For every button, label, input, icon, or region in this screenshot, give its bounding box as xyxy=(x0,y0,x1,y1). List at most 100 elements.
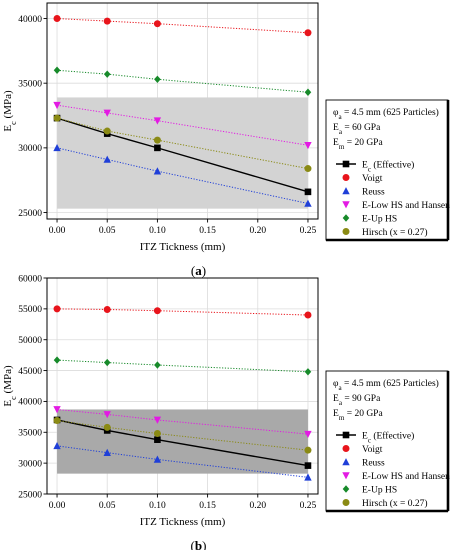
y-axis-label: Ec (MPa) xyxy=(2,90,18,132)
legend-label-base: E xyxy=(362,431,368,441)
series-line xyxy=(56,104,309,146)
y-tick-label: 45000 xyxy=(18,367,42,377)
data-point xyxy=(53,143,61,152)
legend-param-base: E xyxy=(333,409,339,419)
series-line xyxy=(56,408,309,435)
x-tick-label: 0.20 xyxy=(249,501,266,511)
data-point xyxy=(53,101,61,110)
series-1 xyxy=(53,15,312,37)
data-point xyxy=(304,88,312,96)
y-tick-label: 25000 xyxy=(18,490,42,500)
data-point xyxy=(53,356,61,364)
series-line xyxy=(57,308,308,316)
legend-param: Em = 20 GPa xyxy=(333,409,383,422)
legend-swatch-marker xyxy=(342,431,350,439)
data-point xyxy=(304,29,312,37)
y-tick-label: 35000 xyxy=(18,79,42,89)
panel-caption-letter: a xyxy=(195,263,202,278)
data-point xyxy=(103,411,111,419)
legend-swatch-marker xyxy=(342,472,350,480)
series-4 xyxy=(53,66,312,96)
series-5 xyxy=(53,417,312,454)
series-2 xyxy=(53,441,312,481)
data-point xyxy=(153,20,161,28)
data-point xyxy=(53,66,61,74)
x-axis-label: ITZ Tickness (mm) xyxy=(140,241,226,253)
series-line xyxy=(56,69,309,93)
series-3 xyxy=(53,101,312,150)
legend-label: E-Low HS and Hansen xyxy=(362,472,450,482)
legend-label-base: E xyxy=(362,160,368,170)
y-tick-label: 55000 xyxy=(18,305,42,315)
legend-label: Reuss xyxy=(362,458,385,468)
x-tick-label: 0.25 xyxy=(300,501,317,511)
legend-label-sub: c xyxy=(368,436,371,444)
y-tick-label: 40000 xyxy=(18,15,42,25)
legend-param: Ea = 90 GPa xyxy=(333,394,381,407)
data-point xyxy=(103,423,111,431)
series-3 xyxy=(53,406,312,439)
data-point xyxy=(153,455,162,463)
data-point xyxy=(53,441,61,450)
legend-param-rest: = 4.5 mm (625 Particles) xyxy=(342,107,439,118)
plot-frame xyxy=(46,2,319,220)
series-line xyxy=(57,18,308,34)
data-point xyxy=(304,462,312,469)
x-tick-label: 0.15 xyxy=(199,226,216,236)
legend-param: φa = 4.5 mm (625 Particles) xyxy=(333,107,439,121)
legend-param-rest: = 20 GPa xyxy=(344,138,383,148)
data-point xyxy=(53,417,61,425)
data-point xyxy=(53,114,61,122)
legend-label-sub: c xyxy=(368,165,371,173)
data-point xyxy=(154,144,161,152)
legend-param-base: φ xyxy=(333,108,339,118)
legend-swatch-marker xyxy=(342,214,350,222)
legend-param-rest: = 20 GPa xyxy=(344,409,383,419)
legend-label-rest: (Effective) xyxy=(371,159,414,170)
shaded-band xyxy=(57,409,308,474)
y-axis-label-base: E xyxy=(2,400,14,407)
x-tick-label: 0.00 xyxy=(49,226,66,236)
data-point xyxy=(103,127,111,135)
data-point xyxy=(103,305,111,313)
data-point xyxy=(304,430,312,439)
legend-swatch-marker xyxy=(342,160,350,168)
legend-param-base: φ xyxy=(333,379,339,389)
legend-swatch-marker xyxy=(342,174,350,181)
legend-label: E-Up HS xyxy=(362,214,397,224)
data-point xyxy=(304,368,312,376)
data-point xyxy=(154,436,161,443)
y-axis-label-rest: (MPa) xyxy=(2,90,14,121)
x-tick-label: 0.15 xyxy=(199,501,216,511)
data-point xyxy=(103,17,111,25)
data-point xyxy=(304,141,312,150)
data-point xyxy=(53,15,61,23)
data-point xyxy=(304,165,312,173)
y-tick-label: 30000 xyxy=(18,459,42,469)
legend-swatch-marker xyxy=(342,499,350,506)
legend-param-rest: = 60 GPa xyxy=(342,123,381,133)
y-tick-label: 35000 xyxy=(18,429,42,439)
data-point xyxy=(103,70,111,78)
chart-panel-a: 0.00 0.05 0.10 0.15 0.20 0.25 25000 30000 35000 4… xyxy=(2,2,450,278)
legend-param-base: E xyxy=(333,123,339,133)
legend-swatch-marker xyxy=(342,485,350,493)
data-point xyxy=(103,155,111,163)
chart-panel-b: 0.00 0.05 0.10 0.15 0.20 0.25 25000 30000 35000 4… xyxy=(2,274,450,550)
series-line xyxy=(56,147,309,204)
panel-caption-close: ) xyxy=(202,263,206,278)
series-line xyxy=(56,117,309,193)
plot-frame xyxy=(46,277,319,495)
data-point xyxy=(153,307,161,315)
x-tick-label: 0.10 xyxy=(149,226,166,236)
legend-swatch-marker xyxy=(342,228,350,235)
legend-param-sub: a xyxy=(338,384,342,392)
panel-caption-letter: b xyxy=(195,538,202,550)
data-point xyxy=(304,473,312,481)
data-point xyxy=(103,109,111,117)
legend-param-rest: = 4.5 mm (625 Particles) xyxy=(342,378,439,389)
legend-swatch-marker xyxy=(342,187,350,195)
legend-param-base: E xyxy=(333,394,339,404)
data-point xyxy=(103,448,111,456)
